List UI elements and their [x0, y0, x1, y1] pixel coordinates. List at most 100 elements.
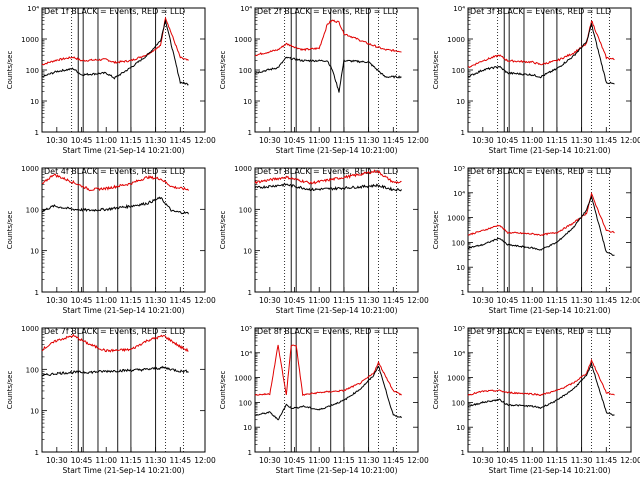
series-line-events [254, 56, 402, 93]
y-axis-label: Counts/sec [6, 371, 14, 410]
x-tick-label: 11:00 [95, 456, 117, 465]
panel-title: Det 9f BLACK = Events, RED = LLD [470, 327, 611, 336]
y-axis-label: Counts/sec [219, 51, 227, 90]
y-tick-label: 10 [456, 264, 465, 272]
x-axis-label: Start Time (21-Sep-14 10:21:00) [63, 146, 185, 155]
x-tick-label: 11:45 [595, 456, 617, 465]
plot-frame [254, 167, 419, 293]
y-tick-label: 10⁵ [453, 325, 465, 333]
x-tick-label: 10:30 [259, 136, 281, 145]
x-tick-label: 10:30 [472, 136, 494, 145]
series-line-lld [41, 333, 189, 353]
panel-title: Det 1f BLACK = Events, RED = LLD [44, 7, 185, 16]
x-tick-label: 11:30 [571, 136, 593, 145]
y-tick-label: 1 [35, 289, 39, 297]
y-tick-label: 10 [243, 248, 252, 256]
x-tick-label: 10:45 [71, 136, 93, 145]
x-axis-label: Start Time (21-Sep-14 10:21:00) [489, 466, 611, 475]
x-tick-label: 11:15 [546, 136, 568, 145]
x-tick-label: 12:00 [407, 296, 429, 305]
y-tick-label: 1000 [234, 165, 252, 173]
x-tick-label: 11:00 [521, 136, 543, 145]
x-tick-label: 11:45 [382, 296, 404, 305]
series-line-lld [41, 173, 189, 192]
x-axis-label: Start Time (21-Sep-14 10:21:00) [63, 466, 185, 475]
y-tick-label: 10 [30, 98, 39, 106]
y-tick-label: 10⁵ [453, 165, 465, 173]
y-tick-label: 10⁴ [240, 350, 252, 358]
x-tick-label: 11:15 [120, 296, 142, 305]
x-tick-label: 11:30 [358, 296, 380, 305]
y-tick-label: 1000 [234, 375, 252, 383]
panel-det-2f: 1 10 100 1000 10⁴ 10:30 10:45 11:00 11:15 11:30 11… [219, 5, 429, 155]
y-axis-label: Counts/sec [432, 211, 440, 250]
x-tick-label: 11:30 [145, 296, 167, 305]
series-line-lld [254, 344, 402, 397]
x-tick-label: 11:45 [169, 136, 191, 145]
panel-title: Det 7f BLACK = Events, RED = LLD [44, 327, 185, 336]
series-line-lld [468, 20, 615, 69]
x-tick-label: 10:45 [497, 456, 519, 465]
y-tick-label: 100 [26, 67, 39, 75]
y-tick-label: 10 [30, 248, 39, 256]
x-tick-label: 10:45 [497, 136, 519, 145]
panel-title: Det 8f BLACK = Events, RED = LLD [257, 327, 398, 336]
x-tick-label: 11:30 [358, 456, 380, 465]
x-tick-label: 10:45 [71, 296, 93, 305]
x-tick-label: 11:45 [382, 456, 404, 465]
y-tick-label: 100 [26, 206, 39, 214]
panel-title: Det 4f BLACK = Events, RED = LLD [44, 167, 185, 176]
x-tick-label: 10:45 [71, 456, 93, 465]
plot-frame [467, 327, 632, 453]
panel-det-8f: 1 10 100 1000 10⁴ 10⁵ 10:30 10:45 11:00 11:15 11:3… [219, 325, 429, 475]
y-tick-label: 10 [456, 98, 465, 106]
panel-det-1f: 1 10 100 1000 10⁴ 10:30 10:45 11:00 11:15 11:30 11… [6, 5, 216, 155]
y-tick-label: 10⁴ [453, 350, 465, 358]
y-tick-label: 10 [30, 408, 39, 416]
y-tick-label: 10⁴ [27, 5, 39, 13]
y-tick-label: 1 [248, 129, 252, 137]
x-tick-label: 11:15 [333, 136, 355, 145]
y-tick-label: 1000 [447, 215, 465, 223]
x-tick-label: 11:15 [120, 456, 142, 465]
x-tick-label: 12:00 [194, 456, 216, 465]
panel-title: Det 3f BLACK = Events, RED = LLD [470, 7, 611, 16]
series-line-events [41, 19, 189, 86]
x-tick-label: 11:30 [145, 136, 167, 145]
series-line-events [467, 361, 615, 417]
x-tick-label: 10:30 [472, 456, 494, 465]
x-tick-label: 11:30 [571, 296, 593, 305]
x-tick-label: 11:00 [521, 456, 543, 465]
x-tick-label: 11:15 [333, 296, 355, 305]
panel-det-3f: 1 10 100 1000 10⁴ 10:30 10:45 11:00 11:15 11:30 11… [432, 5, 640, 155]
x-tick-label: 11:45 [595, 296, 617, 305]
y-axis-label: Counts/sec [219, 371, 227, 410]
x-tick-label: 11:30 [571, 456, 593, 465]
x-tick-label: 11:00 [308, 136, 330, 145]
x-tick-label: 12:00 [620, 136, 640, 145]
x-axis-label: Start Time (21-Sep-14 10:21:00) [276, 146, 398, 155]
series-line-events [467, 195, 615, 256]
x-tick-label: 10:30 [46, 456, 68, 465]
y-tick-label: 100 [452, 399, 465, 407]
y-tick-label: 1 [248, 289, 252, 297]
x-tick-label: 12:00 [194, 296, 216, 305]
x-tick-label: 11:00 [308, 456, 330, 465]
y-tick-label: 100 [452, 239, 465, 247]
y-tick-label: 10 [456, 424, 465, 432]
series-line-events [41, 196, 189, 215]
plot-frame [254, 327, 419, 453]
x-axis-label: Start Time (21-Sep-14 10:21:00) [63, 306, 185, 315]
y-tick-label: 100 [239, 67, 252, 75]
x-axis-label: Start Time (21-Sep-14 10:21:00) [489, 306, 611, 315]
y-tick-label: 10⁵ [240, 325, 252, 333]
x-tick-label: 10:45 [284, 456, 306, 465]
y-tick-label: 1000 [447, 375, 465, 383]
plot-frame [467, 167, 632, 293]
x-tick-label: 12:00 [407, 456, 429, 465]
x-tick-label: 11:45 [382, 136, 404, 145]
panel-det-9f: 1 10 100 1000 10⁴ 10⁵ 10:30 10:45 11:00 11:15 11:3… [432, 325, 640, 475]
series-line-events [467, 22, 615, 85]
y-tick-label: 1 [461, 449, 465, 457]
x-tick-label: 11:45 [169, 456, 191, 465]
